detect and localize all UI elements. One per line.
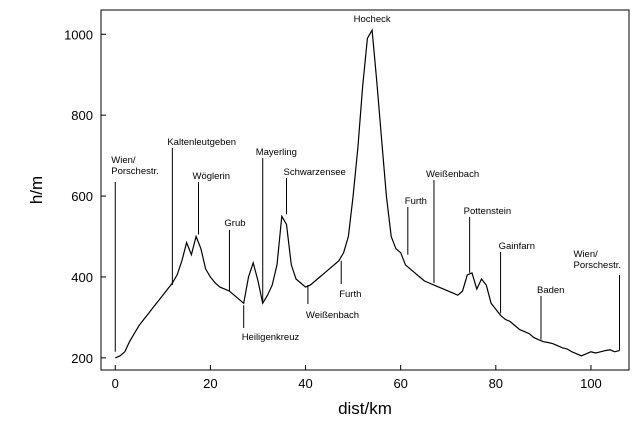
y-axis-title: h/m bbox=[27, 176, 46, 204]
annotation: Heiligenkreuz bbox=[242, 305, 300, 343]
annotation: Weißenbach bbox=[306, 285, 359, 321]
x-axis-title: dist/km bbox=[338, 399, 392, 418]
annotation: Furth bbox=[405, 196, 427, 255]
annotation-label: Porschestr. bbox=[573, 260, 621, 271]
annotation: Wien/Porschestr. bbox=[111, 155, 159, 352]
annotation: Mayerling bbox=[256, 147, 297, 302]
annotation: Weißenbach bbox=[426, 169, 479, 284]
x-tick-label: 80 bbox=[489, 376, 503, 391]
plot-frame bbox=[100, 9, 630, 371]
annotation: Wien/Porschestr. bbox=[573, 249, 621, 351]
annotation-label: Furth bbox=[405, 196, 427, 207]
annotation-label: Grub bbox=[224, 218, 245, 229]
annotation-label: Mayerling bbox=[256, 147, 297, 158]
y-tick-label: 200 bbox=[71, 351, 93, 366]
annotation: Wöglerin bbox=[193, 171, 231, 235]
y-tick-label: 600 bbox=[71, 189, 93, 204]
annotation-label: Pottenstein bbox=[464, 206, 512, 217]
annotation-label: Heiligenkreuz bbox=[242, 332, 300, 343]
x-tick-label: 20 bbox=[203, 376, 217, 391]
annotation: Hocheck bbox=[354, 14, 391, 25]
annotation-label: Hocheck bbox=[354, 14, 391, 25]
annotation: Grub bbox=[224, 218, 246, 292]
axis-ticks: 0 20 40 60 80 100 200 400 600 800 1000 bbox=[64, 27, 602, 391]
annotation: Pottenstein bbox=[464, 206, 512, 273]
annotation-label: Kaltenleutgeben bbox=[167, 137, 236, 148]
elevation-line bbox=[115, 28, 620, 359]
annotation-label: Wien/ bbox=[573, 249, 598, 260]
x-tick-label: 40 bbox=[298, 376, 312, 391]
annotation: Kaltenleutgeben bbox=[167, 137, 236, 286]
annotations: Wien/Porschestr. Kaltenleutgeben Wöglerin G… bbox=[111, 14, 621, 352]
x-tick-label: 0 bbox=[112, 376, 119, 391]
x-tick-label: 100 bbox=[580, 376, 602, 391]
annotation-label: Wöglerin bbox=[193, 171, 231, 182]
y-tick-label: 400 bbox=[71, 270, 93, 285]
y-tick-label: 1000 bbox=[64, 27, 93, 42]
annotation: Baden bbox=[537, 285, 564, 340]
annotation-label: Furth bbox=[339, 289, 361, 300]
x-tick-label: 60 bbox=[393, 376, 407, 391]
annotation: Gainfarn bbox=[499, 241, 535, 314]
annotation-label: Weißenbach bbox=[306, 310, 359, 321]
annotation-label: Weißenbach bbox=[426, 169, 479, 180]
annotation-label: Baden bbox=[537, 285, 564, 296]
annotation-label: Wien/ bbox=[111, 155, 136, 166]
annotation-label: Schwarzensee bbox=[284, 167, 346, 178]
annotation: Schwarzensee bbox=[284, 167, 346, 215]
y-tick-label: 800 bbox=[71, 108, 93, 123]
annotation: Furth bbox=[339, 260, 361, 300]
annotation-label: Gainfarn bbox=[499, 241, 535, 252]
annotation-label: Porschestr. bbox=[111, 166, 159, 177]
